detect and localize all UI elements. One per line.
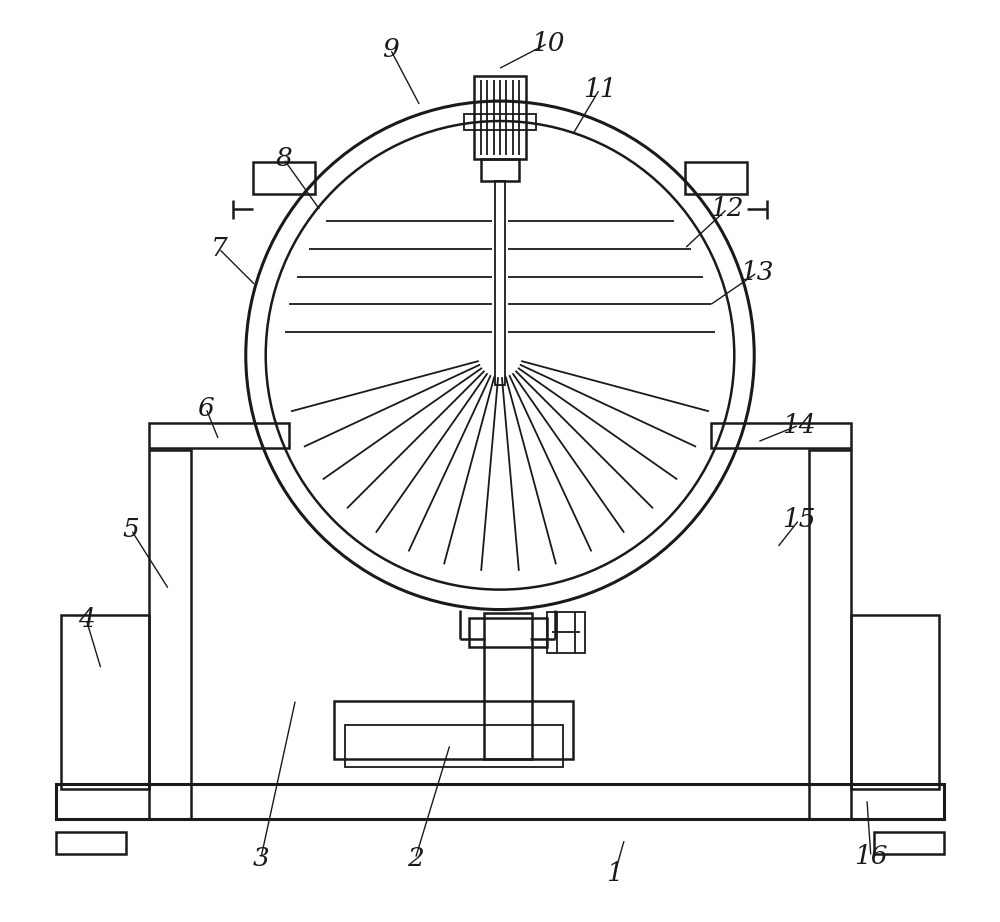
Bar: [474, 77, 526, 159]
Text: 16: 16: [854, 845, 888, 869]
Bar: [56, 832, 126, 854]
Bar: [469, 618, 547, 647]
Bar: [711, 423, 851, 448]
Bar: [495, 181, 505, 385]
Text: 13: 13: [740, 260, 774, 285]
Text: 4: 4: [78, 607, 95, 632]
Text: 3: 3: [252, 846, 269, 871]
Bar: [61, 615, 149, 789]
Text: 8: 8: [275, 147, 292, 171]
Text: 9: 9: [382, 37, 399, 62]
Text: 15: 15: [782, 507, 816, 532]
Bar: [149, 423, 289, 448]
Bar: [851, 615, 939, 789]
Bar: [874, 832, 944, 854]
Text: 14: 14: [782, 413, 816, 438]
Bar: [685, 161, 747, 194]
Text: 5: 5: [123, 517, 139, 542]
Text: 7: 7: [210, 236, 227, 261]
Bar: [334, 702, 573, 759]
Text: 10: 10: [531, 30, 565, 55]
Bar: [149, 450, 191, 819]
Bar: [345, 726, 563, 767]
Bar: [56, 784, 944, 819]
Bar: [809, 450, 851, 819]
Bar: [484, 612, 532, 759]
Bar: [547, 611, 585, 654]
Bar: [481, 159, 519, 181]
Text: 11: 11: [583, 77, 616, 101]
Text: 1: 1: [606, 861, 623, 886]
Text: 6: 6: [198, 396, 214, 420]
Text: 2: 2: [407, 846, 424, 871]
Text: 12: 12: [711, 196, 744, 221]
Bar: [253, 161, 315, 194]
Bar: [464, 114, 536, 130]
